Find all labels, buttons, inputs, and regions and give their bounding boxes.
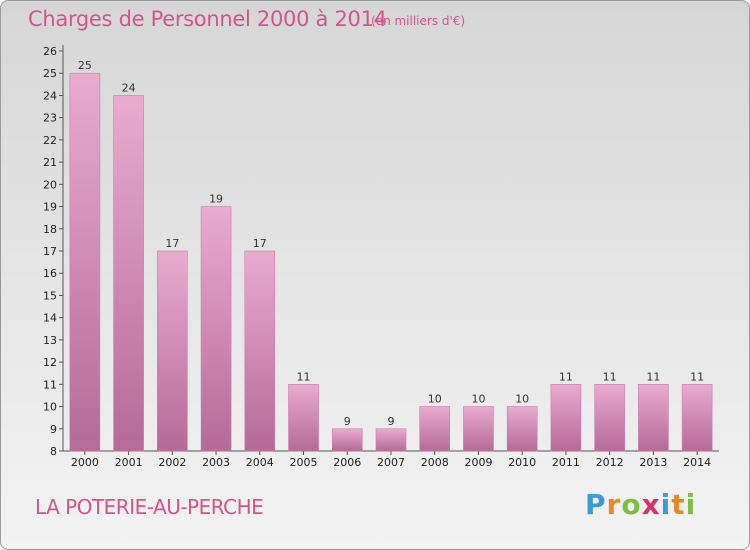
bar [506, 406, 538, 452]
logo-letter: r [606, 488, 622, 521]
y-tick-label: 23 [43, 112, 57, 125]
x-tick-label: 2000 [71, 456, 99, 469]
bar-value-label: 19 [209, 193, 223, 206]
logo-letter: i [660, 488, 672, 521]
bar-value-label: 17 [253, 237, 267, 250]
logo-letter: o [621, 488, 642, 521]
bar-value-label: 25 [78, 59, 92, 72]
y-tick-label: 17 [43, 245, 57, 258]
x-tick-label: 2006 [333, 456, 361, 469]
y-tick-label: 13 [43, 334, 57, 347]
bar [113, 95, 144, 452]
y-tick-label: 26 [43, 45, 57, 58]
chart-bars: 25 24 17 19 17 11 9 9 10 10 10 11 11 11 11 [69, 59, 713, 452]
x-tick-label: 2010 [508, 456, 536, 469]
bar [375, 428, 407, 452]
x-tick-label: 2008 [421, 456, 449, 469]
x-tick-label: 2007 [377, 456, 405, 469]
bar [550, 384, 582, 452]
bar [681, 384, 713, 452]
x-tick-label: 2011 [552, 456, 580, 469]
x-tick-label: 2004 [246, 456, 274, 469]
logo-letter: i [685, 488, 697, 521]
bar [288, 384, 319, 452]
bar [200, 206, 232, 452]
commune-name: LA POTERIE-AU-PERCHE [35, 495, 264, 519]
y-tick-label: 14 [43, 312, 57, 325]
x-tick-label: 2013 [639, 456, 667, 469]
y-tick-label: 21 [43, 156, 57, 169]
x-tick-label: 2012 [596, 456, 624, 469]
bar [157, 250, 188, 452]
bar [69, 72, 101, 452]
y-tick-label: 9 [50, 423, 57, 436]
bar-value-label: 11 [559, 370, 573, 383]
bar-value-label: 9 [344, 415, 351, 428]
bar [463, 406, 494, 452]
y-tick-label: 25 [43, 67, 57, 80]
x-tick-label: 2014 [683, 456, 711, 469]
proxiti-logo: Proxiti [585, 488, 696, 521]
logo-letter: t [671, 488, 686, 521]
bar-value-label: 11 [646, 370, 660, 383]
y-tick-label: 22 [43, 134, 57, 147]
y-tick-label: 24 [43, 89, 57, 102]
x-tick-label: 2003 [202, 456, 230, 469]
y-tick-label: 16 [43, 267, 57, 280]
x-tick-label: 2005 [290, 456, 318, 469]
bar [419, 406, 451, 452]
bar-value-label: 24 [122, 81, 136, 94]
chart-axes: 8 9 10 11 12 13 14 15 16 17 18 19 20 21 22 23 24 25 26 2000… [43, 45, 719, 469]
y-tick-label: 12 [43, 356, 57, 369]
y-tick-label: 15 [43, 289, 57, 302]
x-tick-label: 2001 [115, 456, 143, 469]
logo-letter: P [585, 488, 607, 521]
bar-value-label: 11 [690, 370, 704, 383]
bar [594, 384, 625, 452]
bar [638, 384, 669, 452]
bar [331, 428, 363, 452]
chart-subtitle: (en milliers d'€) [371, 14, 466, 28]
bar-value-label: 11 [297, 370, 311, 383]
bar-value-label: 10 [471, 393, 485, 406]
y-tick-label: 19 [43, 201, 57, 214]
chart-title: Charges de Personnel 2000 à 2014 [28, 7, 387, 31]
bar-value-label: 9 [388, 415, 395, 428]
bar [244, 250, 276, 452]
bar-value-label: 17 [165, 237, 179, 250]
bar-value-label: 11 [603, 370, 617, 383]
y-tick-label: 20 [43, 178, 57, 191]
bar-value-label: 10 [515, 393, 529, 406]
y-tick-label: 10 [43, 401, 57, 414]
x-tick-label: 2009 [464, 456, 492, 469]
y-tick-label: 8 [50, 445, 57, 458]
x-tick-label: 2002 [158, 456, 186, 469]
y-tick-label: 18 [43, 223, 57, 236]
y-tick-label: 11 [43, 378, 57, 391]
logo-letter: x [641, 488, 661, 521]
bar-value-label: 10 [428, 393, 442, 406]
